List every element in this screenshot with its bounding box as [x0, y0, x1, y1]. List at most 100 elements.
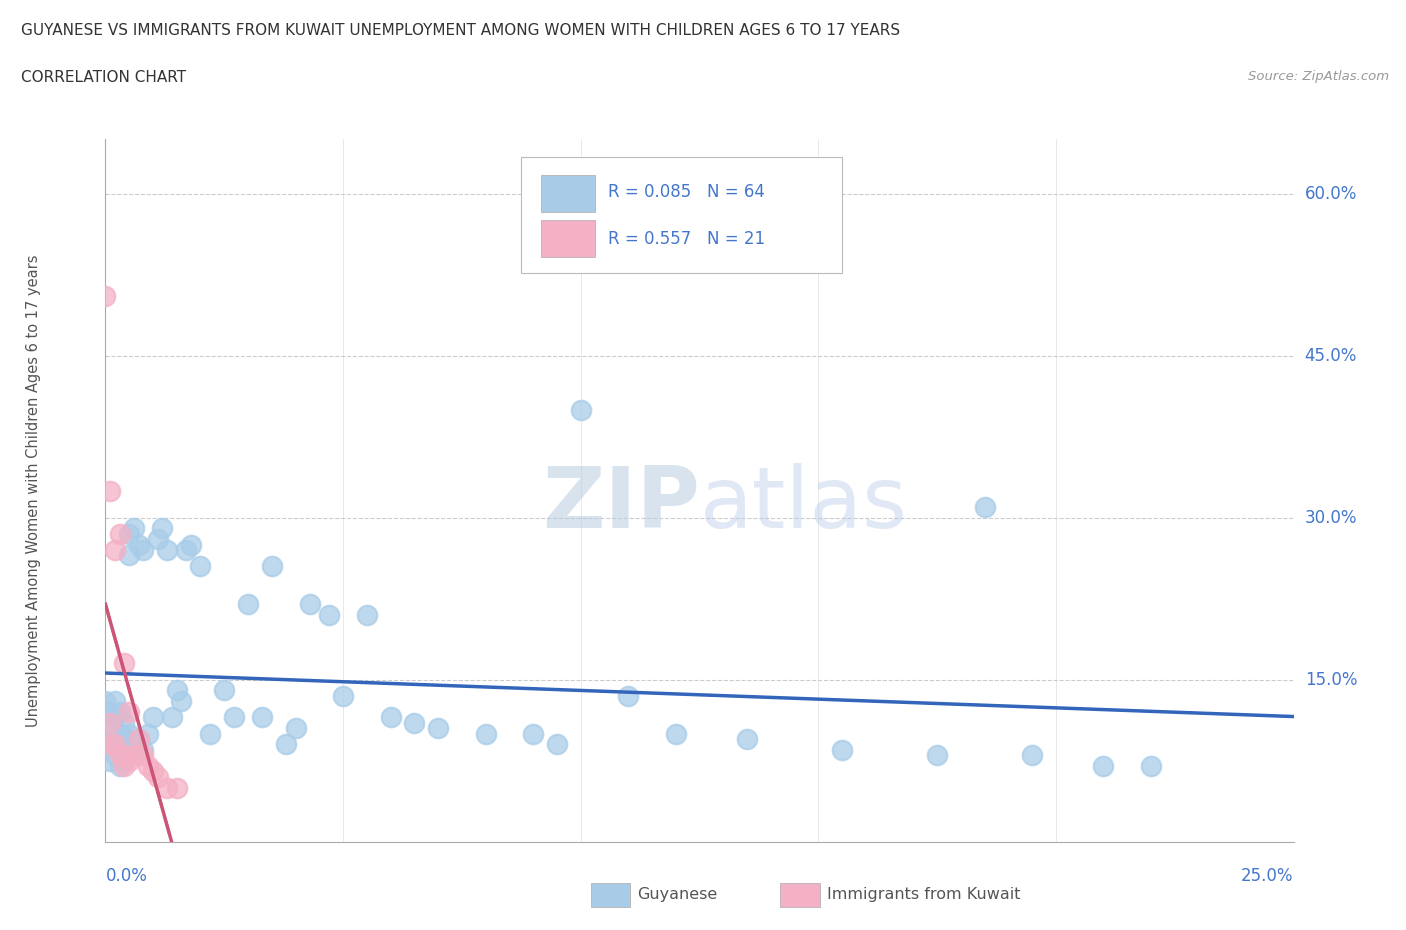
Point: [98, 715, 121, 730]
Point: [925, 748, 948, 763]
Text: 30.0%: 30.0%: [1305, 509, 1357, 526]
Point: [170, 694, 193, 709]
Bar: [780, 883, 820, 907]
Point: [973, 499, 995, 514]
Text: Unemployment Among Women with Children Ages 6 to 17 years: Unemployment Among Women with Children A…: [25, 254, 41, 727]
Point: [198, 726, 221, 741]
Point: [132, 542, 155, 557]
Point: [118, 548, 141, 563]
Point: [146, 769, 169, 784]
Point: [252, 710, 274, 724]
Text: R = 0.085   N = 64: R = 0.085 N = 64: [607, 183, 765, 201]
Point: [114, 656, 136, 671]
Point: [122, 742, 145, 757]
Point: [222, 710, 245, 724]
Point: [522, 726, 544, 741]
Point: [114, 732, 136, 747]
Point: [114, 715, 136, 730]
Point: [180, 538, 202, 552]
Point: [356, 607, 378, 622]
Point: [114, 753, 136, 768]
Point: [318, 607, 340, 622]
Text: 0.0%: 0.0%: [105, 867, 148, 884]
Text: atlas: atlas: [700, 463, 907, 546]
Point: [152, 521, 174, 536]
Point: [1021, 748, 1043, 763]
Point: [104, 694, 127, 709]
Point: [104, 732, 127, 747]
Point: [108, 726, 131, 741]
Text: ZIP: ZIP: [541, 463, 700, 546]
Point: [156, 780, 179, 795]
Text: CORRELATION CHART: CORRELATION CHART: [21, 70, 186, 85]
Point: [98, 753, 121, 768]
Point: [128, 538, 150, 552]
Bar: [541, 220, 595, 257]
Point: [142, 764, 165, 779]
Point: [104, 542, 127, 557]
Text: R = 0.557   N = 21: R = 0.557 N = 21: [607, 231, 765, 248]
Text: Immigrants from Kuwait: Immigrants from Kuwait: [827, 887, 1021, 902]
Text: 45.0%: 45.0%: [1305, 347, 1357, 365]
Point: [617, 688, 640, 703]
Point: [104, 748, 127, 763]
Point: [298, 596, 321, 611]
Text: Guyanese: Guyanese: [637, 887, 717, 902]
Point: [108, 748, 131, 763]
Point: [546, 737, 568, 751]
Point: [98, 737, 121, 751]
Point: [98, 737, 121, 751]
Point: [132, 742, 155, 757]
Text: 15.0%: 15.0%: [1305, 671, 1357, 688]
Text: 25.0%: 25.0%: [1241, 867, 1294, 884]
Point: [427, 721, 450, 736]
Point: [569, 402, 592, 417]
Point: [114, 748, 136, 763]
Point: [118, 526, 141, 541]
Point: [166, 683, 188, 698]
Point: [1140, 759, 1163, 774]
Text: Source: ZipAtlas.com: Source: ZipAtlas.com: [1249, 70, 1389, 83]
Point: [108, 526, 131, 541]
Point: [260, 559, 283, 574]
Text: 60.0%: 60.0%: [1305, 184, 1357, 203]
Point: [146, 532, 169, 547]
Point: [831, 742, 853, 757]
Point: [174, 542, 197, 557]
Point: [104, 710, 127, 724]
Point: [122, 748, 145, 763]
Text: GUYANESE VS IMMIGRANTS FROM KUWAIT UNEMPLOYMENT AMONG WOMEN WITH CHILDREN AGES 6: GUYANESE VS IMMIGRANTS FROM KUWAIT UNEMP…: [21, 23, 900, 38]
Bar: [541, 176, 595, 212]
Point: [236, 596, 259, 611]
Point: [166, 780, 188, 795]
Point: [94, 288, 117, 303]
Point: [114, 759, 136, 774]
Point: [118, 705, 141, 720]
Point: [118, 726, 141, 741]
Point: [128, 732, 150, 747]
Point: [108, 705, 131, 720]
Point: [156, 542, 179, 557]
Bar: [591, 883, 630, 907]
Point: [104, 737, 127, 751]
Point: [142, 710, 165, 724]
Point: [118, 753, 141, 768]
Point: [332, 688, 354, 703]
Point: [190, 559, 212, 574]
Point: [98, 484, 121, 498]
Point: [98, 721, 121, 736]
Point: [380, 710, 402, 724]
Point: [474, 726, 496, 741]
Point: [94, 694, 117, 709]
Point: [274, 737, 297, 751]
Point: [404, 715, 426, 730]
Point: [128, 732, 150, 747]
Point: [136, 759, 159, 774]
Point: [136, 726, 159, 741]
Point: [214, 683, 236, 698]
Point: [108, 742, 131, 757]
Point: [132, 748, 155, 763]
Point: [1092, 759, 1115, 774]
Point: [108, 759, 131, 774]
Point: [284, 721, 307, 736]
